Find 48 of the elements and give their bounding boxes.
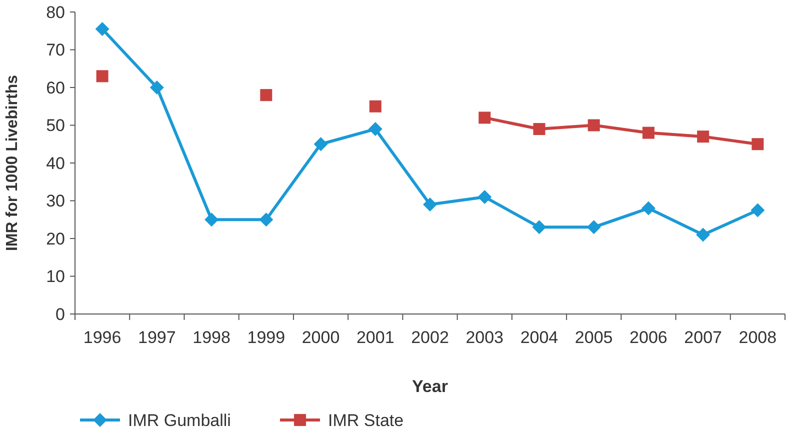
y-tick-label: 10: [46, 267, 65, 286]
x-tick-label: 2002: [411, 328, 449, 347]
x-tick-label: 1997: [138, 328, 176, 347]
x-tick-label: 2006: [630, 328, 668, 347]
point: [642, 126, 654, 139]
y-tick-label: 40: [46, 154, 65, 173]
legend-label: IMR State: [328, 410, 404, 430]
point: [150, 80, 164, 94]
point: [478, 190, 492, 204]
y-tick-label: 30: [46, 192, 65, 211]
y-tick-label: 50: [46, 116, 65, 136]
x-tick-label: 2003: [466, 328, 504, 347]
point: [532, 220, 546, 234]
point: [750, 203, 765, 218]
point: [368, 122, 382, 136]
x-tick-label: 2005: [574, 328, 613, 347]
legend-label: IMR Gumballi: [128, 410, 231, 430]
x-tick-label: 1998: [192, 328, 230, 347]
point: [696, 228, 710, 242]
point: [259, 212, 274, 227]
point: [478, 112, 491, 124]
y-tick-label: 60: [46, 78, 65, 98]
y-tick-label: 0: [56, 304, 65, 324]
x-tick-label: 1996: [83, 328, 122, 347]
point: [588, 119, 600, 132]
point: [752, 138, 764, 150]
point: [641, 201, 656, 216]
y-axis-title: IMR for 1000 Livebirths: [4, 74, 21, 252]
x-tick-label: 2001: [356, 328, 394, 347]
point: [586, 220, 601, 234]
point: [204, 212, 219, 227]
point: [314, 137, 328, 152]
point: [96, 70, 108, 82]
point: [260, 89, 272, 102]
x-tick-label: 2000: [302, 328, 340, 347]
x-axis-title: Year: [412, 377, 448, 396]
y-tick-label: 70: [46, 40, 65, 60]
x-tick-label: 2004: [520, 328, 558, 347]
point: [533, 123, 546, 136]
x-tick-label: 2008: [738, 328, 777, 347]
point: [697, 130, 710, 143]
point: [423, 198, 437, 212]
y-tick-label: 80: [46, 2, 65, 22]
x-tick-label: 2007: [684, 328, 722, 347]
point: [95, 22, 110, 36]
point: [369, 100, 382, 112]
x-tick-label: 1999: [247, 328, 286, 347]
y-tick-label: 20: [46, 229, 65, 248]
